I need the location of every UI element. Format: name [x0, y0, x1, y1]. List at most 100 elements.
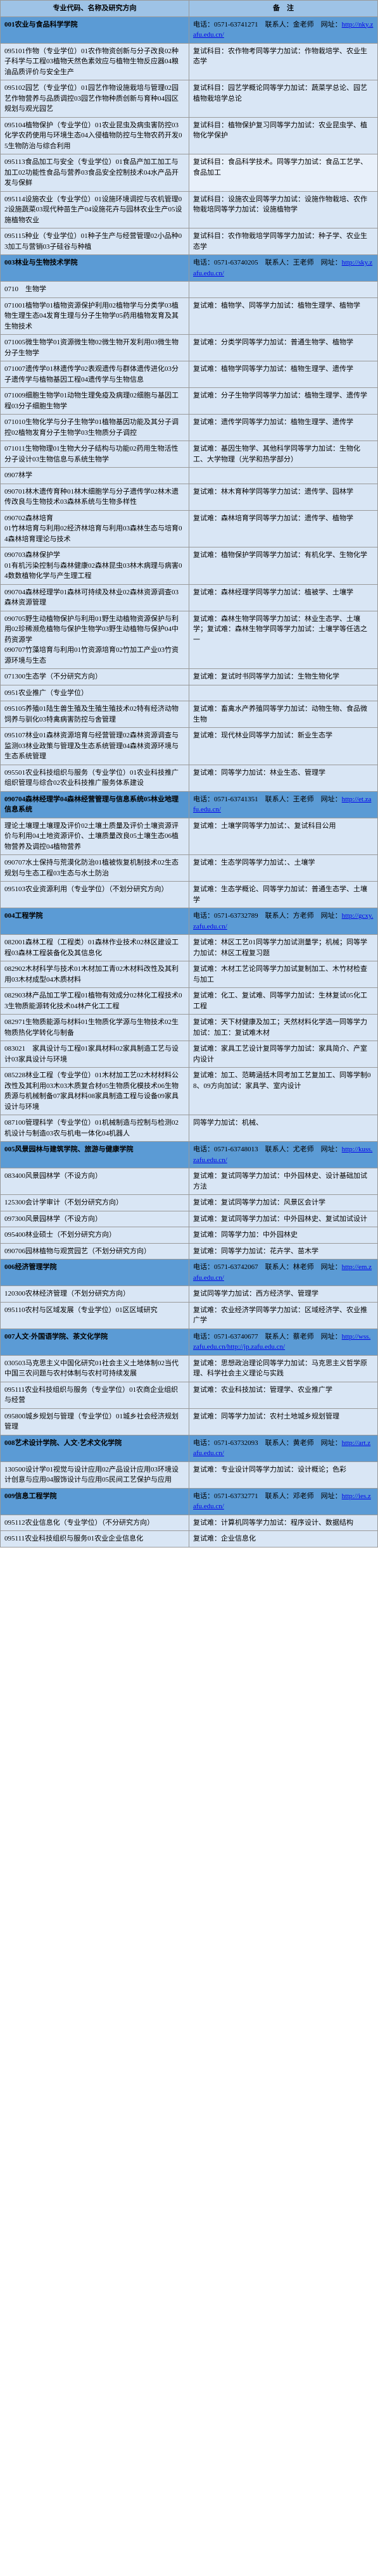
- program-notes: [189, 685, 378, 701]
- program-name: 082903林产品加工学工程01植物有效成分02林化工程技术03生物质能源转化技…: [1, 988, 189, 1015]
- program-notes: 复试难：家具工艺设计复同等学力加试：家具简介、产室内设计: [189, 1041, 378, 1068]
- link[interactable]: http://gcxy.zafu.edu.cn/: [193, 912, 373, 930]
- program-name: 095111农业科技组织与服务01农业企业信息化: [1, 1531, 189, 1547]
- dept-contact: 电话：0571-63732093 联系人：黄老师 网址：http://art.z…: [189, 1435, 378, 1461]
- program-name: 120300农林经济管理（不划分研究方向）: [1, 1286, 189, 1303]
- program-notes: 复试难：植物学、同等学力加试：植物生理学、植物学: [189, 297, 378, 335]
- program-name: 071300生态学（不分研究方向）: [1, 669, 189, 685]
- program-name: 082971生物质能源与材料01生物质化学源与生物技术02生物质热化学转化与制备: [1, 1015, 189, 1041]
- program-notes: 复试科目：设施农业同等学力加试：设施作物栽培、农作物栽培同等学力加试：设施植物学: [189, 191, 378, 228]
- program-notes: 复试难：同等学力加试：花卉学、苗木学: [189, 1243, 378, 1260]
- program-notes: 复试难：木材工艺论同等学力加试复制加工、木竹材检查与加工: [189, 961, 378, 988]
- dept-contact: 电话：0571-63748013 联系人：尤老师 网址：http://kuss.…: [189, 1142, 378, 1168]
- dept-contact: 电话：0571-63742067 联系人：林老师 网址：http://em.za…: [189, 1260, 378, 1286]
- program-name: 095115种业（专业学位）01种子生产与经营管理02小品种03加工与营销03子…: [1, 228, 189, 255]
- program-notes: 复试科目：食品科学技术。同等学力加试：食品工艺学、食品加工: [189, 154, 378, 192]
- program-notes: 复试难：同等学力加：中外园林史: [189, 1227, 378, 1244]
- program-name: 理论土壤理土壤理及评价02土壤土质量及评价土壤资源评价与利用04土地资源评价、土…: [1, 818, 189, 855]
- program-name: 071007遗传学01林遗传学02表观遗传与群体遗传进化03分子遗传学与植物基因…: [1, 361, 189, 388]
- link[interactable]: http://et.zafu.edu.cn/: [193, 796, 371, 814]
- program-notes: 复试难：同等学力加试：农村土地城乡规划管理: [189, 1408, 378, 1435]
- dept-name: 007人文·外国语学院、茶文化学院: [1, 1329, 189, 1355]
- link[interactable]: http://nky.zafu.edu.cn/: [193, 21, 373, 39]
- program-notes: 复试难：专业设计同等学力加试：设计概论；色彩: [189, 1461, 378, 1488]
- dept-contact: 电话：0571-63732789 联系人：方老师 网址：http://gcxy.…: [189, 908, 378, 935]
- program-notes: 复试难：植物学同等学力加试：植物生理学、遗传学: [189, 361, 378, 388]
- program-name: 125300会计学审计（不划分研究方向）: [1, 1195, 189, 1211]
- program-notes: 复试难：现代林业同等学力加试：新业生态学: [189, 728, 378, 765]
- dept-name: 006经济管理学院: [1, 1260, 189, 1286]
- link[interactable]: http://em.zafu.edu.cn/: [193, 1263, 372, 1282]
- program-name: 090704森林经理学01森林可持续及林业02森林资源调查03森林资源管理: [1, 584, 189, 611]
- program-name: 090705野生动植物保护与利用01野生动植物资源保护与利用02珍稀濒危植物与保…: [1, 611, 189, 669]
- program-notes: 复试难：林木育种学同等学力加试：遗传学、园林学: [189, 484, 378, 510]
- program-name: 0710 生物学: [1, 282, 189, 298]
- program-name: 0907林学: [1, 468, 189, 484]
- program-name: 095113食品加工与安全（专业学位）01食品产加工加工与加工02功能性食品与营…: [1, 154, 189, 192]
- dept-name: 005风景园林与建筑学院、旅游与健康学院: [1, 1142, 189, 1168]
- program-notes: 复试同等学力加试：西方经济学、管理学: [189, 1286, 378, 1303]
- program-notes: 复试难：复试同等学力加试：中外园林史、复试加试设计: [189, 1211, 378, 1227]
- program-name: 095107林业01森林资源培育与经营管理02森林资源调查与监测03林业政策与管…: [1, 728, 189, 765]
- program-notes: 复试难：同等学力加试：林业生态、管理学: [189, 765, 378, 791]
- program-name: 095114设施农业（专业学位）01设施环境调控与农机管理02设施蔬菜03现代种…: [1, 191, 189, 228]
- program-name: 071001植物学01植物资源保护利用02植物学与分类学03植物生理生态04发育…: [1, 297, 189, 335]
- program-name: 071011生物物理01生物大分子结构与功能02药用生物活性分子设计03生物信息…: [1, 441, 189, 468]
- dept-name: 009信息工程学院: [1, 1488, 189, 1515]
- link[interactable]: http://kuss.zafu.edu.cn/: [193, 1146, 372, 1164]
- program-notes: 复试难：分子生物学同等学力加试：植物生理学、遗传学: [189, 388, 378, 415]
- program-notes: 同等学力加试：机械、: [189, 1115, 378, 1142]
- program-notes: 复试科目：农作物考同等学力加试：作物栽培学、农业生态学: [189, 43, 378, 80]
- program-name: 0951农业推广（专业学位）: [1, 685, 189, 701]
- program-notes: 复试难：土壤学同等学力加试：、复试科目公用: [189, 818, 378, 855]
- program-notes: 复试难：农业经济学同等学力加试：区域经济学、农业推广学: [189, 1302, 378, 1329]
- program-name: 095103农业资源利用（专业学位）（不划分研究方向）: [1, 882, 189, 908]
- program-name: 085228林业工程（专业学位）01木材加工艺02木材材料公改性及其利用03木0…: [1, 1068, 189, 1115]
- program-notes: 复试难：植物保护学同等学力加试：有机化学、生物化学: [189, 547, 378, 585]
- program-notes: 复试难：基因生物学、其他科学同等学力加试：生物化工、大学物理（光学和热学部分）: [189, 441, 378, 468]
- dept-name: 008艺术设计学院、人文·艺术文化学院: [1, 1435, 189, 1461]
- program-name: 083021 家具设计与工程01家具材料02家具制造工艺与设计03家具设计与环境: [1, 1041, 189, 1068]
- dept-contact: 电话：0571-63741351 联系人：王老师 网址：http://et.za…: [189, 791, 378, 818]
- program-notes: [189, 468, 378, 484]
- catalog-table: 专业代码、名称及研究方向 备 注 001农业与食品科学学院电话：0571-637…: [0, 0, 378, 1547]
- program-name: 130500设计学01视觉与设计应用02产品设计应用03环境设计创意与应用04服…: [1, 1461, 189, 1488]
- link[interactable]: http://wss.zafu.edu.cn/http://jp.zafu.ed…: [193, 1333, 370, 1351]
- program-notes: 复试难：计算机同等学力加试：程序设计、数据结构: [189, 1515, 378, 1531]
- program-name: 095112农业信息化（专业学位）（不分研究方向）: [1, 1515, 189, 1531]
- dept-contact: 电话：0571-63740677 联系人：蔡老师 网址：http://wss.z…: [189, 1329, 378, 1355]
- link[interactable]: http://sky.zafu.edu.cn/: [193, 259, 372, 277]
- link[interactable]: http://ies.zafu.edu.cn/: [193, 1492, 371, 1511]
- program-notes: 复试难：森林经理学同等学力加试：植被学、土壤学: [189, 584, 378, 611]
- program-name: 082902木材科学与技术01木材加工青02木材料改性及其利用03木材成型04木…: [1, 961, 189, 988]
- dept-contact: 电话：0571-63732771 联系人：邓老师 网址：http://ies.z…: [189, 1488, 378, 1515]
- program-name: 095102园艺（专业学位）01园艺作物设施栽培与管理02园艺作物营养与品质调控…: [1, 80, 189, 118]
- program-name: 095111农业科技组织与服务（专业学位）01农商企业组织与经营: [1, 1382, 189, 1408]
- program-name: 083400风景园林学（不设方向）: [1, 1168, 189, 1195]
- program-name: 095110农村与区域发展（专业学位）01区区域研究: [1, 1302, 189, 1329]
- program-name: 030503马克思主义中国化研究01社会主义土地体制02当代中国三农问题与农村体…: [1, 1355, 189, 1382]
- program-notes: 复试难：森林生物学同等学力加试：林业生态学、土壤学；复试难：森林生物学同等学力加…: [189, 611, 378, 669]
- program-notes: 复试难：复试同等学力加试：中外园林史、设计基础加试方法: [189, 1168, 378, 1195]
- program-notes: 复试难：森林培育学同等学力加试：遗传学、植物学: [189, 510, 378, 547]
- dept-name: 003林业与生物技术学院: [1, 255, 189, 282]
- program-notes: 复试难：加工、范畴涵括木同考加工艺复加工、同等学制08、09方向加试：家具学、室…: [189, 1068, 378, 1115]
- dept-contact: 电话：0571-63740205 联系人：王老师 网址：http://sky.z…: [189, 255, 378, 282]
- program-name: 082001森林工程（工程类）01森林作业技术02林区建设工程03森林工程装备化…: [1, 935, 189, 961]
- program-name: 090703森林保护学01有机污染控制与森林健康02森林昆虫03林木病理与病害0…: [1, 547, 189, 585]
- program-name: 095400林业硕士（不划分研究方向）: [1, 1227, 189, 1244]
- program-notes: 复试难：生态学概论、同等学力加试：普通生态学、土壤学: [189, 882, 378, 908]
- program-name: 095105养殖01陆生兽生殖及生殖生殖技术02特有经济动物饲养与驯化03特禽病…: [1, 701, 189, 728]
- program-notes: 复试难：畜禽水产养殖同等学力加试：动物生物、食品微生物: [189, 701, 378, 728]
- program-notes: 复试难：遗传学同等学力加试：植物生理学、遗传学: [189, 415, 378, 441]
- link[interactable]: http://art.zafu.edu.cn/: [193, 1439, 370, 1458]
- program-name: 095501农业科技组织与服务（专业学位）01农业科技推广组织管理与综合02农业…: [1, 765, 189, 791]
- dept-name: 004工程学院: [1, 908, 189, 935]
- program-name: 071009细胞生物学01动物生理免疫及病理02细胞与基因工程03分子细胞生物学: [1, 388, 189, 415]
- program-notes: 复试难：思想政治理论同等学力加试：马克思主义哲学原理、科学社会主义理论与实践: [189, 1355, 378, 1382]
- program-name: 095104植物保护（专业学位）01农业昆虫及病虫害防控03化学农药使用与环境生…: [1, 117, 189, 154]
- program-name: 090701林木遗传育种01林木细胞学与分子遗传学02林木遗传改良与生物技术03…: [1, 484, 189, 510]
- program-name: 071010生物化学与分子生物学01植物基因功能及其分子调控02植物发育分子生物…: [1, 415, 189, 441]
- program-name: 090707水土保持与荒漠化防治01植被恢复机制技术02生态规划与生态工程03生…: [1, 855, 189, 882]
- program-name: 090706园林植物与观赏园艺（不划分研究方向）: [1, 1243, 189, 1260]
